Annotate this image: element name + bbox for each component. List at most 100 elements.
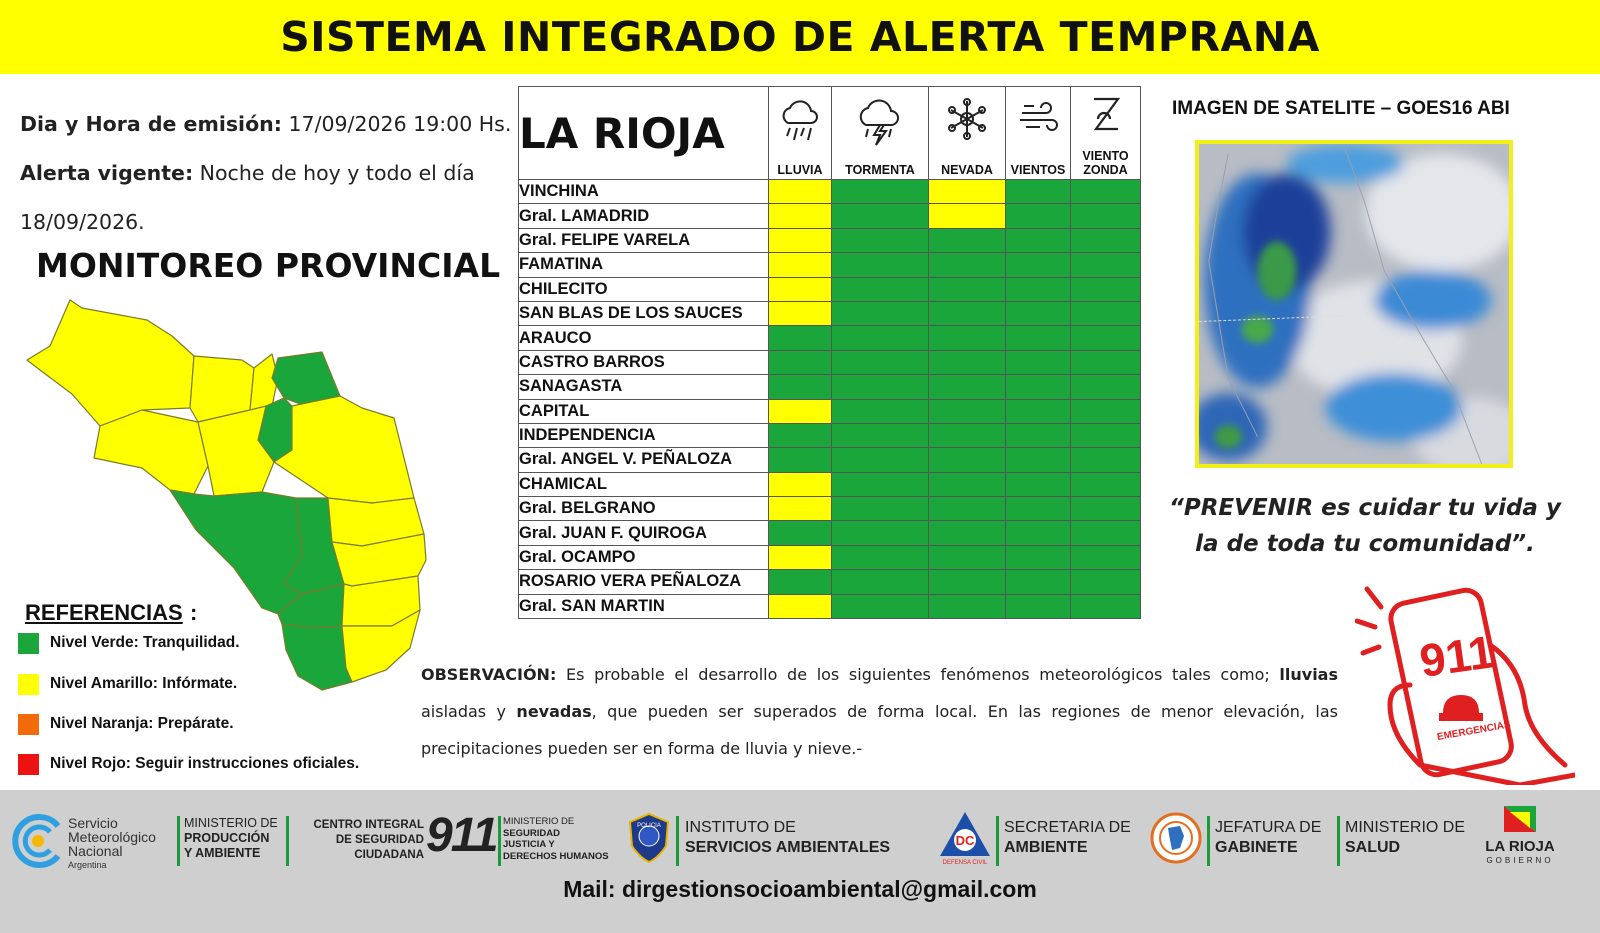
table-row: CHILECITO [518,276,1141,302]
map-region-capital [273,395,415,504]
alert-cell-green [831,325,929,351]
department-name: CASTRO BARROS [518,349,769,376]
alert-cell-green [928,300,1006,327]
alert-value: Noche de hoy y todo el día [199,161,475,185]
column-lluvia: LLUVIA [768,86,832,180]
secretaria-ambiente-logo: SECRETARIA DE AMBIENTE [1004,819,1131,856]
alert-cell-green [831,447,929,473]
alert-cell-yellow [768,471,832,498]
alert-cell-green [928,349,1006,376]
emergency-911-icon: 911 EMERGENCIAS [1355,586,1575,785]
department-name: Gral. FELIPE VARELA [518,227,769,254]
alert-cell-green [831,349,929,376]
alert-cell-green [831,252,929,278]
alert-cell-green [831,569,929,595]
instituto-servicios-logo: INSTITUTO DE SERVICIOS AMBIENTALES [685,819,891,856]
alert-cell-green [1005,252,1071,278]
rain-cloud-icon [782,100,818,141]
table-row: Gral. BELGRANO [518,496,1141,522]
alert-cell-yellow [768,203,832,229]
alert-cell-green [928,593,1006,620]
emission-info: Dia y Hora de emisión: 17/09/2026 19:00 … [20,100,520,247]
department-name: Gral. ANGEL V. PEÑALOZA [518,447,769,473]
alert-cell-green [831,471,929,498]
alert-cell-green [1070,374,1141,400]
table-row: VINCHINA [518,178,1141,205]
contact-email[interactable]: Mail: dirgestionsocioambiental@gmail.com [563,876,1037,902]
bulletin-title: SISTEMA INTEGRADO DE ALERTA TEMPRANA [280,13,1320,61]
alert-cell-green [928,252,1006,278]
alert-cell-green [1005,325,1071,351]
alert-cell-green [768,520,832,546]
department-name: Gral. JUAN F. QUIROGA [518,520,769,546]
table-row: ARAUCO [518,325,1141,351]
yellow-swatch [18,673,39,695]
alert-label: Alerta vigente: [20,161,194,185]
alert-value-date: 18/09/2026. [20,210,145,234]
alert-cell-green [1070,471,1141,498]
alert-cell-yellow [768,496,832,522]
table-row: CAPITAL [518,398,1141,424]
alert-cell-green [1070,276,1141,302]
alert-cell-yellow [768,227,832,254]
references-colon: : [190,600,198,625]
alert-cell-green [928,471,1006,498]
divider [676,816,679,866]
alert-cell-green [768,569,832,595]
alert-cell-yellow [768,544,832,571]
alert-cell-green [831,178,929,205]
alert-cell-green [768,374,832,400]
table-row: CHAMICAL [518,471,1141,498]
emission-date-label: Dia y Hora de emisión: [20,112,282,136]
alert-cell-green [831,203,929,229]
alert-cell-green [1070,178,1141,205]
alert-cell-green [768,422,832,449]
column-tormenta: TORMENTA [831,86,929,180]
divider [996,816,999,866]
alert-cell-green [831,593,929,620]
alert-cell-green [928,569,1006,595]
badge-911-number: 911 [1417,625,1498,687]
reference-label: Nivel Naranja: Prepárate. [50,715,234,732]
table-row: CASTRO BARROS [518,349,1141,376]
zonda-icon [1093,97,1120,131]
divider [1337,816,1340,866]
alert-cell-green [1070,300,1141,327]
alert-cell-green [831,374,929,400]
alert-cell-green [831,276,929,302]
table-body: VINCHINA Gral. LAMADRID Gral. FELIPE VAREL… [518,178,1141,620]
column-label: LLUVIA [777,163,823,177]
map-region-southwest [169,489,303,615]
map-region-rosario [281,623,353,691]
alert-cell-yellow [768,593,832,620]
smn-logo-icon [12,814,61,868]
alert-cell-green [1005,471,1071,498]
column-label: NEVADA [941,163,993,177]
alert-cell-green [1005,276,1071,302]
table-row: Gral. ANGEL V. PEÑALOZA [518,447,1141,473]
defensa-civil-icon: DC DEFENSA CIVIL [940,812,990,866]
orange-swatch [18,713,39,735]
ministerio-seguridad-logo: MINISTERIO DE SEGURIDAD JUSTICIA Y DERECHOS… [503,816,609,862]
alert-cell-green [1005,593,1071,620]
svg-text:DEFENSA CIVIL: DEFENSA CIVIL [943,860,988,866]
alert-cell-green [831,520,929,546]
snowflake-icon [948,98,986,140]
ministerio-salud-logo: MINISTERIO DE SALUD [1345,819,1466,856]
observation-label: OBSERVACIÓN: [421,665,557,684]
table-row: SANAGASTA [518,374,1141,400]
table-header: LA RIOJA LLUVIA TORMENTA NEVADA VIENTOS … [518,86,1141,180]
department-name: Gral. BELGRANO [518,496,769,522]
alert-cell-green [1070,569,1141,595]
alert-cell-green [928,520,1006,546]
department-name: ARAUCO [518,325,769,351]
alert-cell-green [928,496,1006,522]
alert-cell-green [1005,496,1071,522]
province-map [26,299,427,691]
centro-integral-logo: CENTRO INTEGRAL DE SEGURIDAD CIUDADANA [313,819,424,861]
satellite-image [1195,140,1513,468]
prevention-quote: “PREVENIR es cuidar tu vida y la de toda… [1160,490,1570,562]
alert-cell-green [1070,447,1141,473]
references-title: REFERENCIAS [25,600,183,625]
alert-cell-green [1070,398,1141,424]
